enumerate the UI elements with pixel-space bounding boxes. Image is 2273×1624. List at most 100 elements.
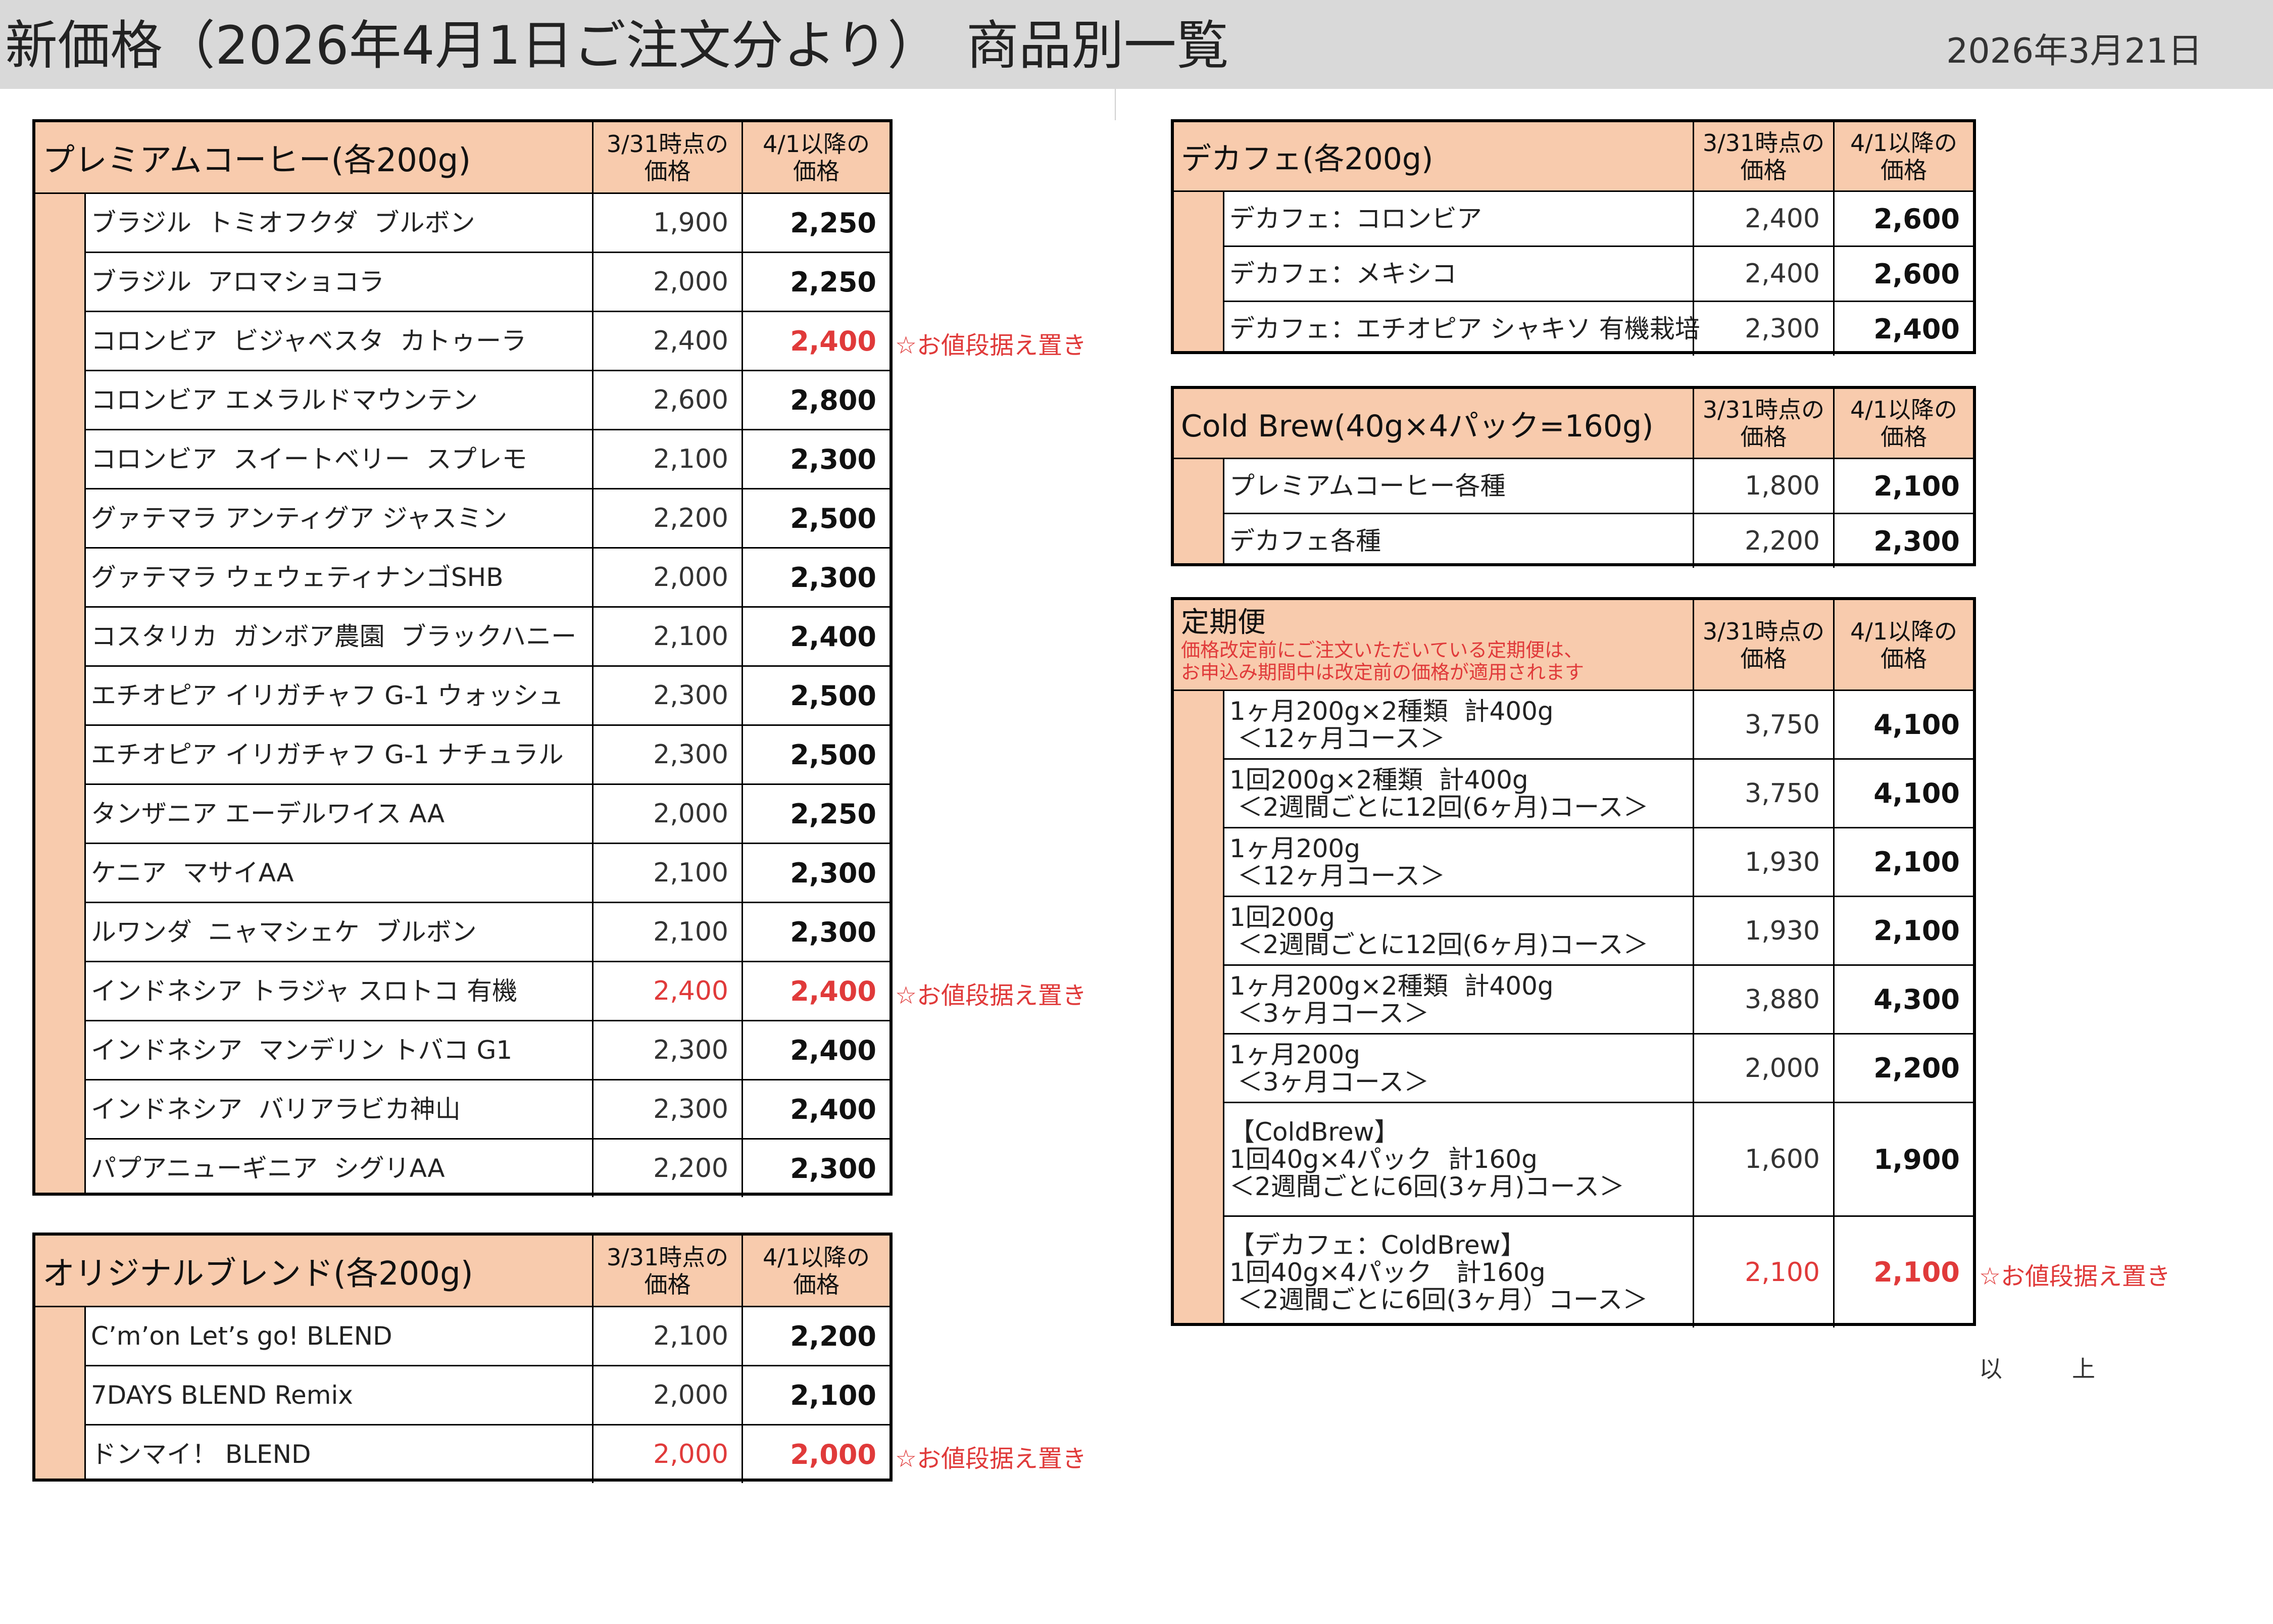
old-price: 2,100 [1693,1217,1833,1327]
table-row: グァテマラ ウェウェティナンゴSHB 2,000 2,300 [86,547,890,606]
product-name: 1ヶ月200g×2種類 計400g ＜3ヶ月コース＞ [1229,971,1554,1028]
new-price: 2,200 [1833,1035,1973,1102]
new-price-column-header: 4/1以降の 価格 [742,122,890,192]
table-header: Cold Brew(40g×4パック=160g) 3/31時点の 価格 4/1以降の価… [1174,389,1973,459]
new-price-column-header: 4/1以降の 価格 [1833,389,1973,458]
product-name: プレミアムコーヒー各種 [1229,471,1506,501]
old-price: 2,200 [592,1140,742,1197]
table-row: インドネシア バリアラビカ神山 2,300 2,400 [86,1079,890,1138]
table-row: ブラジル アロマショコラ 2,000 2,250 [86,252,890,311]
old-price: 1,800 [1693,459,1833,513]
product-name: 1回200g×2種類 計400g ＜2週間ごとに12回(6ヶ月)コース＞ [1229,765,1649,822]
price-unchanged-note: ☆お値段据え置き [1979,1262,2171,1291]
divider [1115,89,1116,120]
new-price: 2,000 [742,1425,890,1483]
new-price: 2,300 [742,844,890,902]
new-price: 2,300 [1833,514,1973,568]
old-price: 2,400 [1693,247,1833,301]
product-name: コロンビア スイートベリー スプレモ [91,445,527,474]
product-name: 【ColdBrew】 1回40g×4パック 計160g ＜2週間ごとに6回(3ヶ… [1229,1117,1624,1201]
old-price: 2,200 [592,489,742,547]
section-title: オリジナルブレンド(各200g) [42,1255,473,1293]
new-price: 2,600 [1833,192,1973,245]
new-price: 2,400 [742,1080,890,1138]
old-price: 2,100 [592,608,742,665]
product-name: グァテマラ アンティグア ジャスミン [91,504,508,533]
price-unchanged-note: ☆お値段据え置き [895,981,1087,1010]
table-row: 【ColdBrew】 1回40g×4パック 計160g ＜2週間ごとに6回(3ヶ… [1224,1102,1973,1215]
table-row: エチオピア イリガチャフ G-1 ウォッシュ 2,300 2,500 [86,665,890,724]
table-row: 1回200g×2種類 計400g ＜2週間ごとに12回(6ヶ月)コース＞ 3,75… [1224,758,1973,827]
table-row: プレミアムコーヒー各種 1,800 2,100 [1224,459,1973,513]
product-name: エチオピア イリガチャフ G-1 ウォッシュ [91,681,564,710]
table-row: 1ヶ月200g ＜3ヶ月コース＞ 2,000 2,200 [1224,1033,1973,1102]
decaf-table: デカフェ(各200g) 3/31時点の 価格 4/1以降の 価格デカフェ：コロンビア 2,… [1171,119,1976,356]
table-row: 7DAYS BLEND Remix 2,000 2,100 [86,1365,890,1424]
new-price: 2,300 [742,1140,890,1197]
new-price: 2,250 [742,253,890,311]
old-price-column-header: 3/31時点の 価格 [592,1236,742,1306]
section-title: Cold Brew(40g×4パック=160g) [1181,408,1654,444]
price-unchanged-note: ☆お値段据え置き [895,331,1087,360]
new-price: 1,900 [1833,1103,1973,1215]
table-row: コロンビア エメラルドマウンテン 2,600 2,800 [86,370,890,429]
new-price: 4,300 [1833,966,1973,1033]
old-price: 1,900 [592,194,742,252]
new-price: 2,800 [742,371,890,429]
product-name: パプアニューギニア シグリAA [91,1154,445,1183]
product-name: インドネシア トラジャ スロトコ 有機 [91,976,518,1006]
table-row: タンザニア エーデルワイス AA 2,000 2,250 [86,783,890,843]
new-price: 4,100 [1833,760,1973,827]
new-price: 2,100 [1833,828,1973,896]
table-header: デカフェ(各200g) 3/31時点の 価格 4/1以降の 価格 [1174,122,1973,192]
table-row: デカフェ：メキシコ 2,400 2,600 [1224,245,1973,301]
old-price: 2,300 [592,726,742,783]
table-header: プレミアムコーヒー(各200g) 3/31時点の 価格 4/1以降の 価格 [35,122,890,194]
old-price: 2,600 [592,371,742,429]
coldbrew-table: Cold Brew(40g×4パック=160g) 3/31時点の 価格 4/1以降の価… [1171,386,1976,568]
table-row: デカフェ各種 2,200 2,300 [1224,513,1973,568]
new-price: 2,250 [742,785,890,843]
subscription-table: 定期便 価格改定前にご注文いただいている定期便は、 お申込み期間中は改定前の価格が適… [1171,597,1976,1327]
table-row: ルワンダ ニャマシェケ ブルボン 2,100 2,300 [86,902,890,961]
premium-table: プレミアムコーヒー(各200g) 3/31時点の 価格 4/1以降の 価格 ブラジル トミ… [32,119,893,1197]
old-price: 3,750 [1693,691,1833,758]
new-price: 2,100 [1833,1217,1973,1327]
table-row: コロンビア ビジャベスタ カトゥーラ 2,400 2,400 [86,311,890,370]
old-price-column-header: 3/31時点の 価格 [1693,600,1833,690]
old-price: 2,300 [592,1080,742,1138]
table-row: インドネシア トラジャ スロトコ 有機 2,400 2,400 [86,961,890,1020]
old-price: 2,400 [592,312,742,370]
table-row: 1ヶ月200g×2種類 計400g ＜3ヶ月コース＞ 3,880 4,300 [1224,964,1973,1033]
subscription-note-line: 価格改定前にご注文いただいている定期便は、 [1181,638,1584,661]
new-price: 2,600 [1833,247,1973,301]
old-price: 2,300 [592,1021,742,1079]
section-title: プレミアムコーヒー(各200g) [42,141,471,179]
product-name: コロンビア エメラルドマウンテン [91,385,478,415]
old-price: 2,000 [592,1425,742,1483]
old-price: 2,200 [1693,514,1833,568]
new-price: 2,250 [742,194,890,252]
product-name: C’m’on Let’s go! BLEND [91,1321,392,1351]
table-row: ケニア マサイAA 2,100 2,300 [86,843,890,902]
category-strip [35,194,86,1193]
old-price: 2,000 [592,549,742,606]
old-price: 2,100 [592,430,742,488]
table-row: パプアニューギニア シグリAA 2,200 2,300 [86,1138,890,1197]
new-price: 2,100 [1833,459,1973,513]
table-row: コロンビア スイートベリー スプレモ 2,100 2,300 [86,429,890,488]
subscription-note-line: お申込み期間中は改定前の価格が適用されます [1181,661,1585,683]
product-name: グァテマラ ウェウェティナンゴSHB [91,563,504,592]
table-header: オリジナルブレンド(各200g) 3/31時点の 価格 4/1以降の 価格 [35,1236,890,1307]
product-name: コスタリカ ガンボア農園 ブラックハニー [91,622,577,651]
new-price: 2,300 [742,430,890,488]
new-price-column-header: 4/1以降の 価格 [1833,600,1973,690]
product-name: デカフェ：コロンビア [1229,204,1482,233]
new-price: 2,500 [742,489,890,547]
product-name: インドネシア バリアラビカ神山 [91,1095,461,1124]
product-name: 1ヶ月200g ＜12ヶ月コース＞ [1229,833,1446,891]
product-name: 1回200g ＜2週間ごとに12回(6ヶ月)コース＞ [1229,902,1649,959]
issue-date: 2026年3月21日 [1946,31,2202,71]
old-price: 2,000 [1693,1035,1833,1102]
product-name: エチオピア イリガチャフ G-1 ナチュラル [91,740,564,769]
